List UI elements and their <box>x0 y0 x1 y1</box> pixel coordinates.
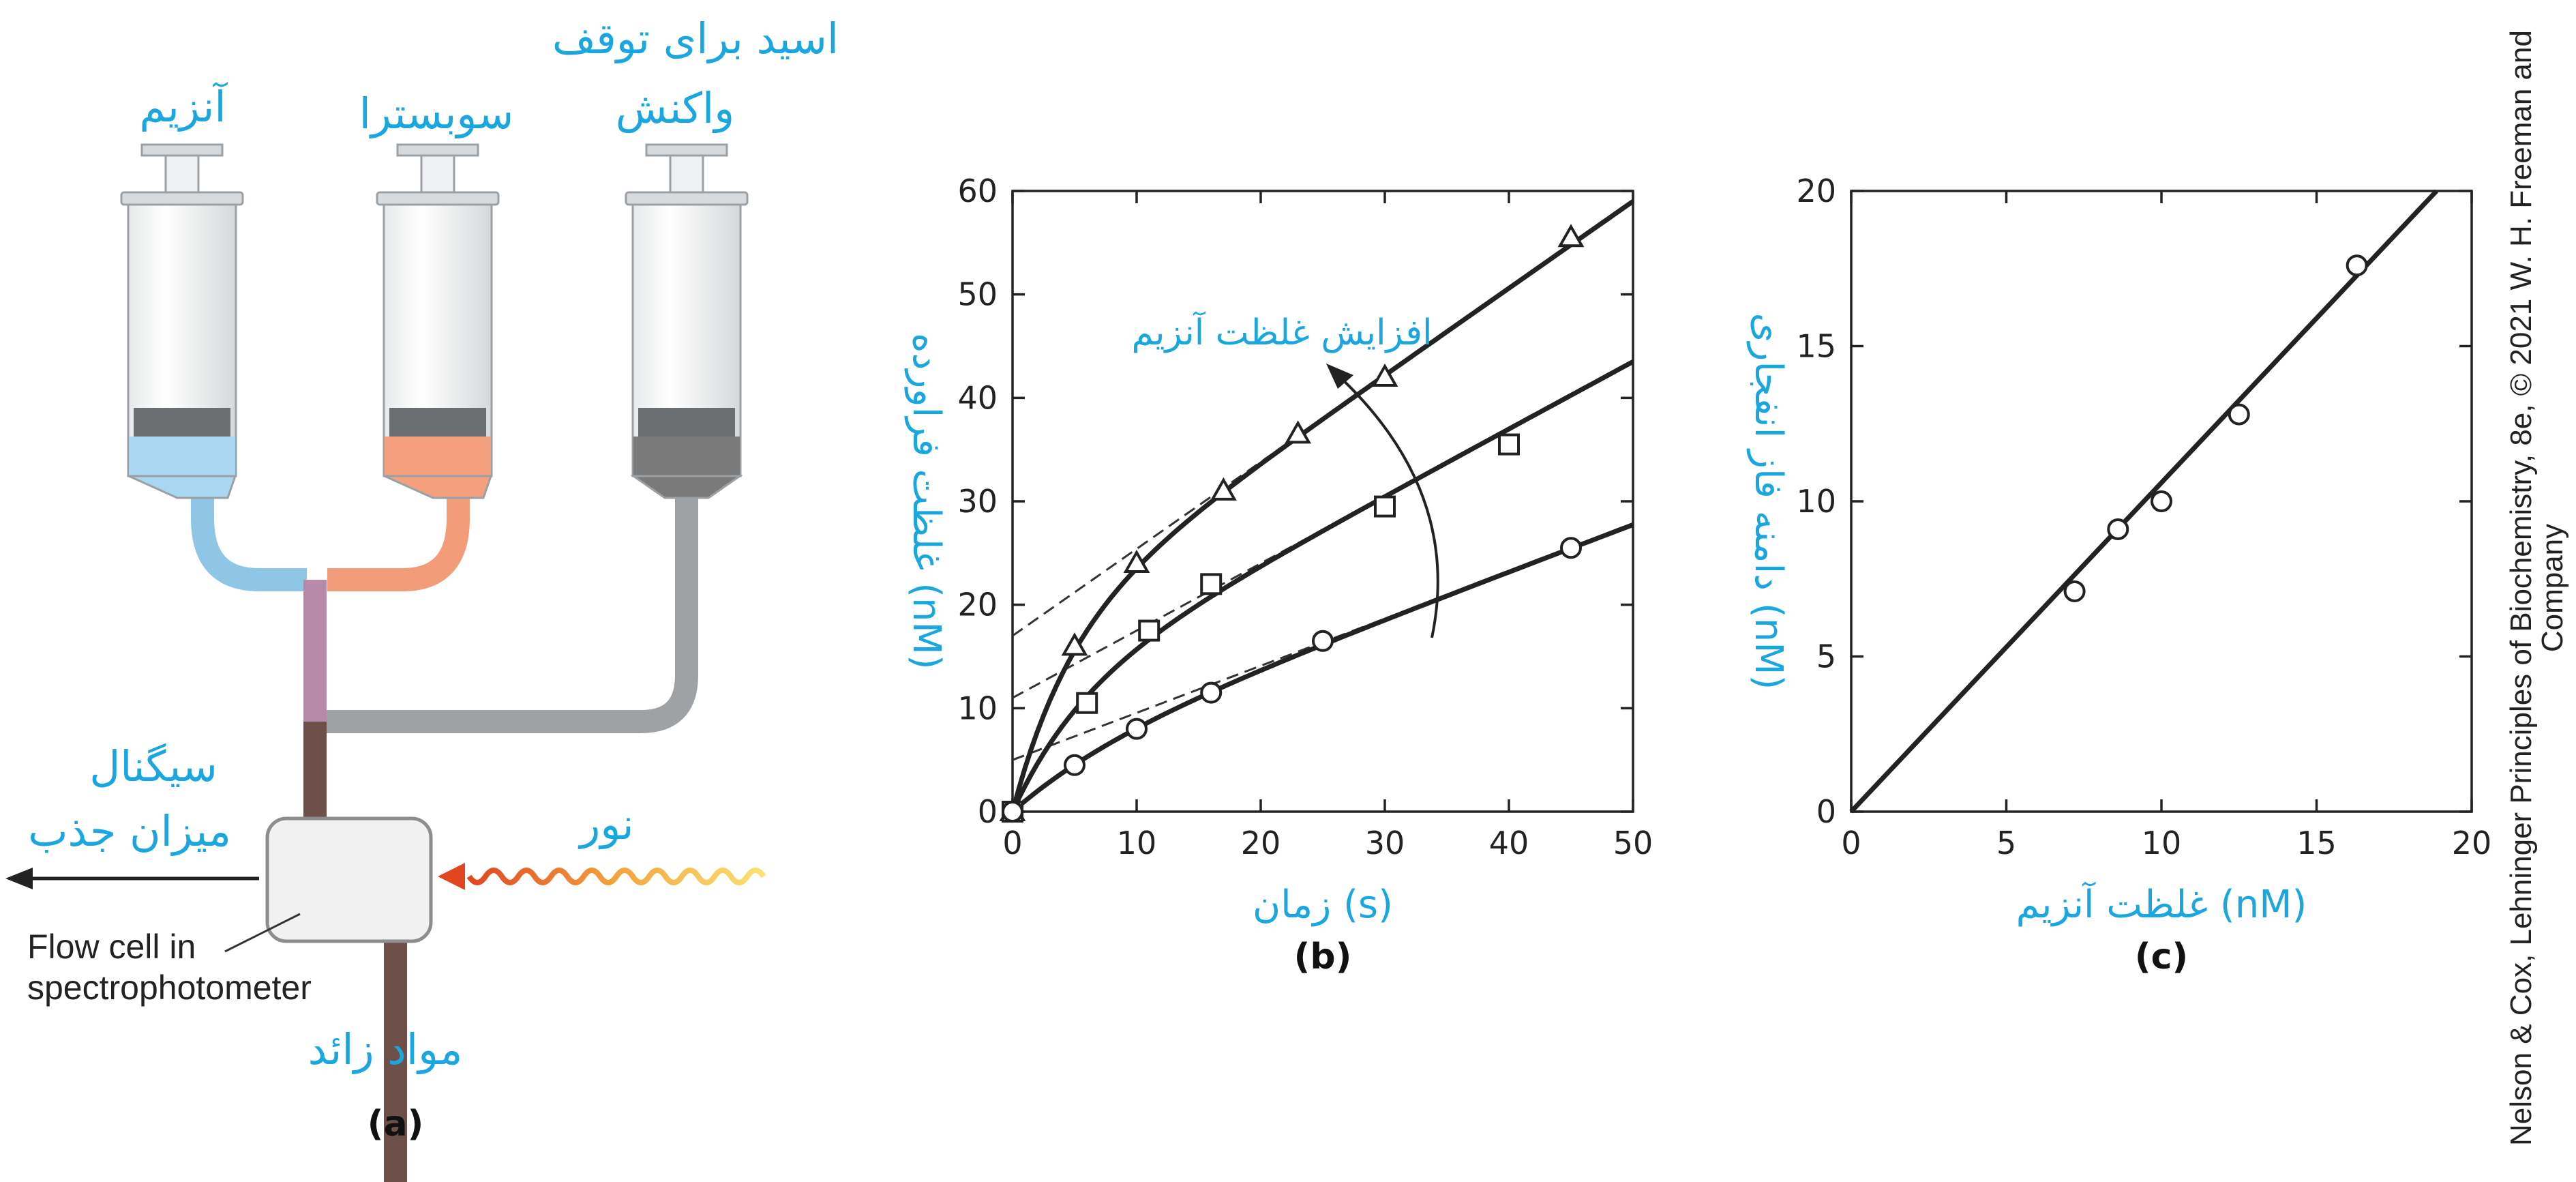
chartB-point-circle <box>1200 681 1223 704</box>
chartB-ytick-label: 60 <box>957 173 998 209</box>
chartB-ytick-label: 10 <box>957 690 998 726</box>
panel-a-apparatus <box>5 143 766 1182</box>
chartC-xtick-label: 20 <box>2452 825 2492 861</box>
chartB-point-square <box>1138 619 1160 642</box>
label-flowcell-2: spectrophotometer <box>27 969 312 1007</box>
enzyme-tube <box>191 464 307 591</box>
label-signal-2: میزان جذب <box>28 806 231 856</box>
chartC-xtick-label: 10 <box>2142 825 2182 861</box>
chartB-fit-curve <box>1010 199 1634 812</box>
chartB-point-triangle <box>1285 420 1312 444</box>
credit-line-2: Company <box>2536 524 2569 652</box>
label-light: نور <box>578 799 633 849</box>
chartB-point-square <box>1200 573 1223 595</box>
panel-c-label: (c) <box>2135 936 2188 977</box>
flow-cell <box>265 816 433 943</box>
chartC-point-circle <box>2228 403 2250 426</box>
chartC-fit-line <box>1849 189 2439 814</box>
chartC-ytick-label: 5 <box>1816 638 1836 675</box>
chartB-xtick-label: 10 <box>1117 825 1157 861</box>
chartC-ytick-label: 10 <box>1796 483 1836 520</box>
chartB-point-square <box>1076 692 1098 714</box>
chartC-xtick-label: 15 <box>2296 825 2337 861</box>
chartB-point-square <box>1498 433 1520 456</box>
light-wave-arrow <box>438 863 766 890</box>
chart-b-annotation-arrow <box>1326 364 1439 638</box>
label-flowcell-1: Flow cell in <box>27 928 196 966</box>
chartC-xtick-label: 0 <box>1841 825 1861 861</box>
chart-c: 0 5 10 15 20 0 5 10 15 20 <box>1796 173 2491 861</box>
chartB-point-triangle <box>1061 632 1088 656</box>
signal-arrow <box>5 868 259 889</box>
chartB-point-circle <box>1064 754 1085 776</box>
chartB-xtick-label: 20 <box>1241 825 1281 861</box>
acid-syringe <box>625 143 749 499</box>
chartC-xtick-label: 5 <box>1996 825 2016 861</box>
label-stop-acid-2: واکنش <box>616 83 734 133</box>
chartC-ytick-label: 15 <box>1796 328 1836 365</box>
chartC-point-circle <box>2107 518 2129 540</box>
chart-c-ylabel: دامنه فاز انفجاری (nM) <box>1746 313 1791 690</box>
chartB-point-circle <box>1312 630 1334 652</box>
chart-b-ylabel: غلظت فراورده (nM) <box>904 333 948 669</box>
chartB-fit-curve <box>1010 522 1634 814</box>
enzyme-syringe <box>120 143 244 499</box>
chartB-point-circle <box>1002 801 1023 823</box>
substrate-syringe <box>376 143 500 499</box>
chartB-ytick-label: 20 <box>957 587 998 623</box>
label-signal-1: سیگنال <box>89 741 218 791</box>
label-enzyme: آنزیم <box>139 81 228 132</box>
chartC-ytick-label: 0 <box>1816 793 1836 830</box>
chartB-point-triangle <box>1557 224 1585 248</box>
panel-a-label: (a) <box>368 1104 424 1144</box>
chartB-point-triangle <box>1210 477 1237 501</box>
chart-b: 0 10 20 30 40 50 0 10 20 30 40 50 60 <box>957 173 1653 861</box>
chartB-xtick-label: 40 <box>1489 825 1529 861</box>
chartB-ytick-label: 30 <box>957 483 998 520</box>
chartB-ytick-label: 50 <box>957 276 998 313</box>
chartB-xtick-label: 0 <box>1002 825 1022 861</box>
chartB-point-triangle <box>1371 363 1398 387</box>
chartC-point-circle <box>2063 580 2086 602</box>
chartB-fit-curve <box>1010 359 1634 813</box>
credit-line-1: Nelson & Cox, Lehninger Principles of Bi… <box>2504 30 2538 1146</box>
chart-b-annotation: افزایش غلظت آنزیم <box>1131 310 1432 353</box>
chartB-point-square <box>1374 495 1396 518</box>
substrate-tube <box>327 464 470 591</box>
chartC-point-circle <box>2346 254 2368 277</box>
panel-b-label: (b) <box>1294 936 1352 977</box>
chartB-point-circle <box>1560 537 1582 559</box>
label-stop-acid-1: اسید برای توقف <box>552 14 839 63</box>
label-substrate: سوبسترا <box>359 89 514 138</box>
flowcell-leader-line <box>224 913 301 953</box>
chartB-point-triangle <box>1123 549 1150 573</box>
acid-tube <box>320 471 698 733</box>
chartC-ytick-label: 20 <box>1796 173 1836 209</box>
chart-b-frame <box>1011 190 1634 813</box>
chart-b-xlabel: زمان (s) <box>1253 883 1393 927</box>
chartB-ytick-label: 0 <box>978 793 998 830</box>
chartB-ytick-label: 40 <box>957 379 998 416</box>
chart-c-xlabel: غلظت آنزیم (nM) <box>2016 881 2307 927</box>
label-waste: مواد زائد <box>308 1024 463 1074</box>
chartC-point-circle <box>2151 490 2172 512</box>
chartB-point-circle <box>1126 718 1148 740</box>
chartB-xtick-label: 50 <box>1613 825 1653 861</box>
chartB-xtick-label: 30 <box>1365 825 1405 861</box>
